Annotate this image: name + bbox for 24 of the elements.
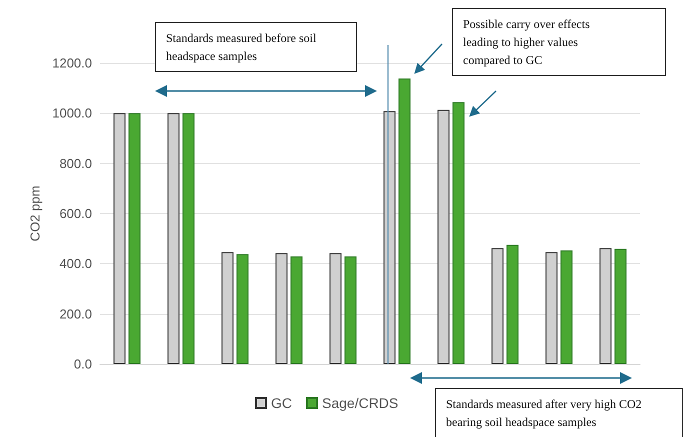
y-tick-label: 400.0 xyxy=(59,256,92,272)
bar xyxy=(128,113,140,364)
annotation: Possible carry over effects leading to higher values compared to GC xyxy=(463,16,591,69)
legend-label: GC xyxy=(271,395,292,411)
callout-box: Standards measured after very high CO2 bearing soil headspace samples xyxy=(435,388,683,437)
y-axis-title: CO2 ppm xyxy=(27,186,42,242)
bar xyxy=(398,78,410,364)
bar xyxy=(560,250,572,364)
y-tick-label: 800.0 xyxy=(59,156,92,171)
y-tick-label: 1000.0 xyxy=(52,106,92,121)
y-tick-label: 600.0 xyxy=(59,206,92,221)
bar xyxy=(290,256,302,364)
bar xyxy=(236,254,248,364)
bar xyxy=(182,113,194,364)
bar xyxy=(614,248,626,364)
bar xyxy=(452,102,464,364)
y-tick-label: 0.0 xyxy=(74,356,92,372)
bar xyxy=(506,244,518,364)
legend-label: Sage/CRDS xyxy=(322,395,398,411)
callout-box: Standards measured before soil headspace samples xyxy=(155,22,357,72)
y-tick-label: 1200.0 xyxy=(52,56,92,70)
callout-box: Possible carry over effects leading to higher values compared to GC xyxy=(452,8,666,76)
y-tick-label: 200.0 xyxy=(59,306,92,322)
bar xyxy=(344,256,356,364)
